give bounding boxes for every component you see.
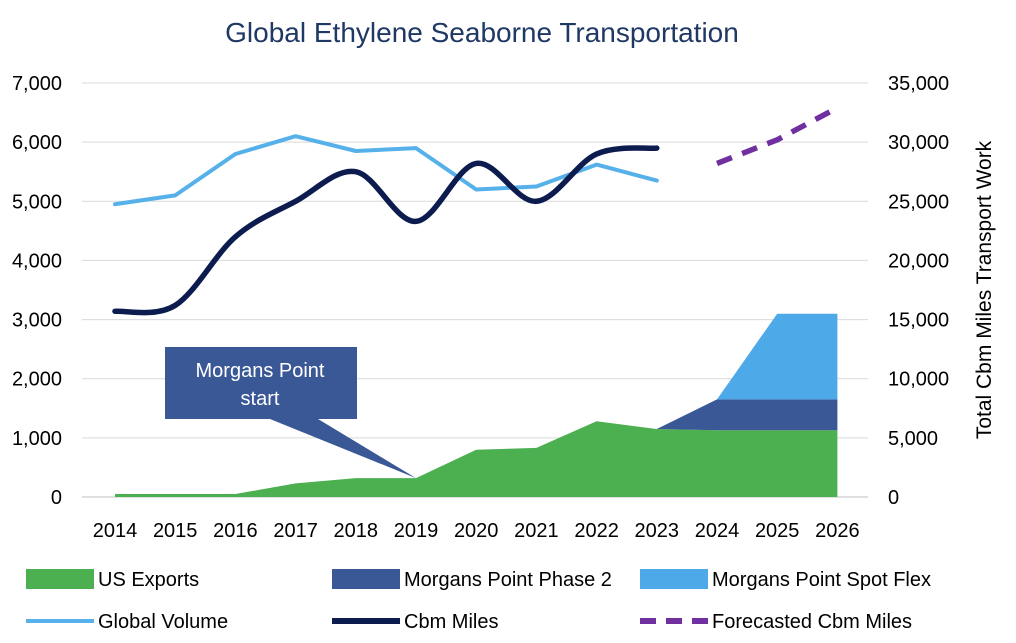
area-series xyxy=(115,313,838,497)
x-tick-label: 2014 xyxy=(93,520,138,542)
callout-line-1: Morgans Point xyxy=(196,360,325,382)
legend-item-us-exports: US Exports xyxy=(26,569,199,591)
legend: US Exports Morgans Point Phase 2 Morgans P… xyxy=(26,569,931,633)
y-left-tick-label: 2,000 xyxy=(12,369,62,391)
legend-swatch xyxy=(26,569,94,589)
legend-swatch xyxy=(332,569,400,589)
x-tick-label: 2024 xyxy=(695,520,740,542)
legend-label: Cbm Miles xyxy=(404,611,498,633)
y-left-tick-label: 0 xyxy=(51,487,62,509)
y-right-tick-label: 0 xyxy=(888,487,899,509)
y-left-tick-label: 3,000 xyxy=(12,310,62,332)
x-tick-label: 2018 xyxy=(334,520,379,542)
legend-item-forecasted-cbm-miles: Forecasted Cbm Miles xyxy=(640,611,912,633)
x-axis-ticks: 2014 2015 2016 2017 2018 2019 2020 2021 2022 2023… xyxy=(93,520,860,542)
y-axis-left-ticks: 0 1,000 2,000 3,000 4,000 5,000 6,000 7,000 xyxy=(12,73,62,509)
y-axis-right-ticks: 0 5,000 10,000 15,000 20,000 25,000 30,000 35,0… xyxy=(888,73,949,509)
y-right-tick-label: 30,000 xyxy=(888,132,949,154)
legend-label: Global Volume xyxy=(98,611,228,633)
y-left-tick-label: 1,000 xyxy=(12,428,62,450)
x-tick-label: 2015 xyxy=(153,520,198,542)
x-tick-label: 2020 xyxy=(454,520,499,542)
callout-pointer xyxy=(270,419,416,479)
y-right-tick-label: 35,000 xyxy=(888,73,949,95)
y-axis-right-label: Total Cbm Miles Transport Work xyxy=(973,140,996,439)
x-tick-label: 2023 xyxy=(635,520,680,542)
legend-item-global-volume: Global Volume xyxy=(26,611,228,633)
x-tick-label: 2026 xyxy=(815,520,860,542)
legend-item-morgans-point-phase-2: Morgans Point Phase 2 xyxy=(332,569,612,591)
area-morgans-point-phase-2 xyxy=(656,399,838,431)
y-left-tick-label: 4,000 xyxy=(12,250,62,272)
legend-swatch xyxy=(640,569,708,589)
legend-label: Morgans Point Phase 2 xyxy=(404,569,612,591)
legend-label: US Exports xyxy=(98,569,199,591)
legend-item-morgans-point-spot-flex: Morgans Point Spot Flex xyxy=(640,569,931,591)
callout-box xyxy=(165,347,357,419)
x-tick-label: 2021 xyxy=(514,520,559,542)
area-morgans-point-spot-flex xyxy=(717,313,838,400)
y-right-tick-label: 20,000 xyxy=(888,250,949,272)
y-right-tick-label: 5,000 xyxy=(888,428,938,450)
line-cbm-miles xyxy=(112,145,660,316)
area-us-exports xyxy=(115,421,838,497)
x-tick-label: 2017 xyxy=(273,520,318,542)
x-tick-label: 2025 xyxy=(755,520,800,542)
line-series xyxy=(112,105,839,316)
y-right-tick-label: 15,000 xyxy=(888,310,949,332)
legend-label: Morgans Point Spot Flex xyxy=(712,569,931,591)
x-tick-label: 2019 xyxy=(394,520,439,542)
y-right-tick-label: 25,000 xyxy=(888,191,949,213)
legend-label: Forecasted Cbm Miles xyxy=(712,611,912,633)
y-right-tick-label: 10,000 xyxy=(888,369,949,391)
x-tick-label: 2022 xyxy=(574,520,619,542)
y-left-tick-label: 7,000 xyxy=(12,73,62,95)
line-forecasted-cbm-miles xyxy=(715,105,839,166)
line-global-volume xyxy=(113,134,659,207)
x-tick-label: 2016 xyxy=(213,520,258,542)
legend-item-cbm-miles: Cbm Miles xyxy=(332,611,498,633)
callout: Morgans Point start xyxy=(165,347,416,479)
callout-line-2: start xyxy=(241,388,280,410)
y-left-tick-label: 5,000 xyxy=(12,191,62,213)
y-left-tick-label: 6,000 xyxy=(12,132,62,154)
chart-title: Global Ethylene Seaborne Transportation xyxy=(225,17,739,48)
